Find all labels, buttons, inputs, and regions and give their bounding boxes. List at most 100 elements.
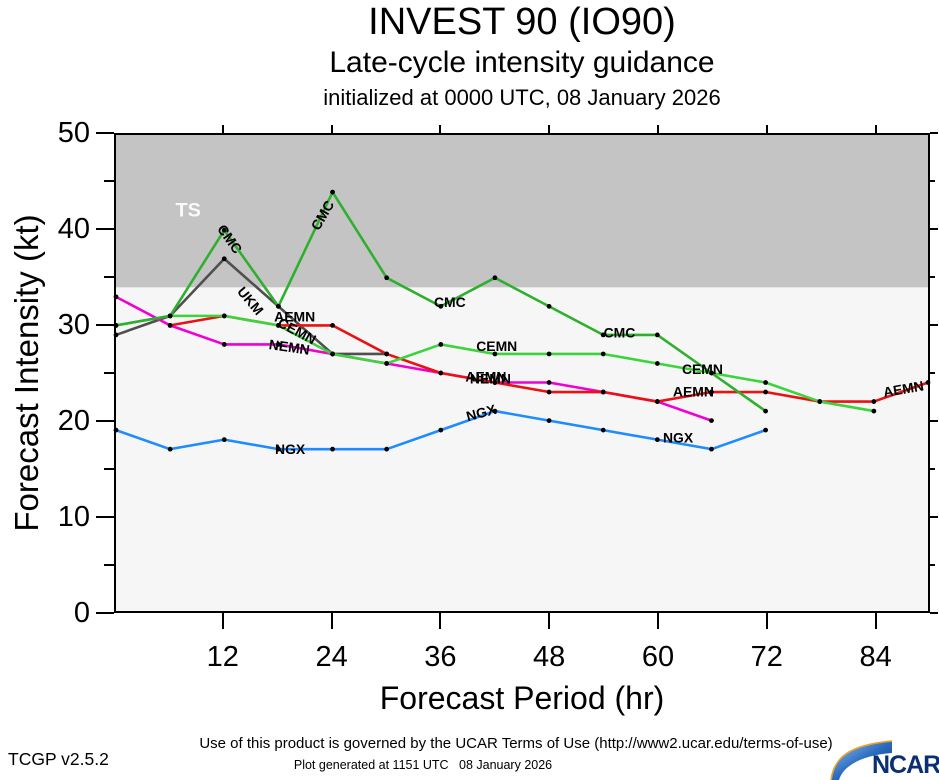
data-point-aemn <box>167 323 173 328</box>
line-label-cmc: CMC <box>604 325 636 341</box>
line-label-ngx: NGX <box>275 441 306 457</box>
data-point-aemn <box>871 399 877 404</box>
x-tick-label: 12 <box>206 641 239 673</box>
x-tick-top <box>439 125 442 133</box>
x-tick <box>221 613 224 629</box>
data-point-nemn <box>113 294 119 300</box>
data-point-cmc <box>167 313 173 319</box>
data-point-aemn <box>546 389 552 395</box>
chart-subtitle: Late-cycle intensity guidance <box>329 46 715 79</box>
y-minor-tick-right <box>930 468 935 470</box>
x-tick-label: 84 <box>859 641 892 673</box>
data-point-ukm <box>113 332 119 338</box>
chart-init-line: initialized at 0000 UTC, 08 January 2026 <box>323 85 721 110</box>
data-point-aemn <box>654 399 660 404</box>
data-point-cemn <box>654 361 660 366</box>
y-tick <box>96 132 114 134</box>
line-label-aemn: AEMN <box>274 308 315 324</box>
plot-area: TS CMC CMC CMC CMC UKM AEMN CEMN NEMN CEMN AEMN NEM… <box>113 133 931 613</box>
ts-zone-band <box>116 135 928 288</box>
x-tick-top <box>765 125 768 133</box>
data-point-cmc <box>384 275 390 281</box>
x-tick-label: 36 <box>424 641 457 673</box>
data-point-cmc <box>600 332 606 338</box>
data-point-cemn <box>871 408 877 414</box>
data-point-ngx <box>709 446 714 452</box>
y-tick-right <box>930 324 938 326</box>
x-tick-label: 60 <box>641 641 675 673</box>
data-point-aemn <box>709 389 714 395</box>
data-point-cemn <box>438 342 444 347</box>
y-minor-tick-right <box>930 564 935 566</box>
y-minor-tick-right <box>930 180 935 182</box>
x-tick <box>657 613 659 629</box>
data-point-cmc <box>113 323 119 328</box>
x-tick <box>330 613 333 629</box>
data-point-cemn <box>276 323 281 328</box>
y-tick-right <box>930 516 938 518</box>
x-tick-label: 72 <box>750 641 783 673</box>
ts-zone-label: TS <box>175 199 200 221</box>
y-tick <box>96 516 114 518</box>
line-label-cmc: CMC <box>434 294 466 310</box>
ncar-logo: NCAR <box>830 740 939 780</box>
y-tick <box>96 420 114 422</box>
data-point-nemn <box>221 342 227 347</box>
y-tick-right <box>930 420 938 422</box>
y-tick-right <box>930 612 938 614</box>
chart-title: INVEST 90 (IO90) <box>368 1 676 43</box>
line-label-nemn: NEMN <box>268 336 311 358</box>
data-point-nemn <box>709 418 714 423</box>
footer-terms: Use of this product is governed by the U… <box>199 735 833 752</box>
x-tick <box>765 613 768 629</box>
x-tick-top <box>548 125 551 133</box>
data-point-aemn <box>600 389 606 395</box>
data-point-aemn <box>925 380 931 385</box>
data-point-ngx <box>221 437 227 443</box>
data-point-ngx <box>546 418 552 423</box>
y-tick-right <box>930 132 938 134</box>
x-tick-label: 24 <box>315 641 348 673</box>
data-point-ngx <box>167 446 173 452</box>
x-tick <box>548 613 551 629</box>
x-tick-top <box>221 125 224 133</box>
data-point-cemn <box>492 351 498 357</box>
y-minor-tick <box>104 276 114 278</box>
x-axis-title: Forecast Period (hr) <box>379 680 665 716</box>
line-label-ukm: UKM <box>234 284 267 318</box>
data-point-aemn <box>763 389 768 395</box>
y-minor-tick-right <box>930 276 935 278</box>
series-line-ukm <box>114 257 388 356</box>
data-point-aemn <box>492 380 498 385</box>
data-point-cemn <box>817 399 823 404</box>
data-point-cmc <box>221 227 227 233</box>
data-point-ukm <box>221 256 227 262</box>
y-tick-right <box>930 228 938 230</box>
line-label-aemn: AEMN <box>673 384 714 400</box>
data-point-cmc <box>276 303 281 309</box>
line-label-ngx: NGX <box>464 401 498 424</box>
data-point-cmc <box>763 408 768 414</box>
data-point-cemn <box>763 380 768 385</box>
data-point-cemn <box>384 361 390 366</box>
data-point-ngx <box>600 427 606 433</box>
y-tick <box>96 228 114 230</box>
data-point-cmc <box>330 189 335 195</box>
y-minor-tick <box>104 564 114 566</box>
line-label-cemn: CEMN <box>682 361 723 377</box>
data-point-cmc <box>438 303 444 309</box>
y-minor-tick-right <box>930 372 935 374</box>
y-minor-tick <box>104 180 114 182</box>
x-tick-top <box>657 125 659 133</box>
footer-generated-line: Plot generated at 1151 UTC 08 January 20… <box>293 758 553 772</box>
data-point-ngx <box>492 408 498 414</box>
data-point-aemn <box>438 370 444 376</box>
y-minor-tick <box>104 468 114 470</box>
data-point-cemn <box>546 351 552 357</box>
data-point-aemn <box>330 323 335 328</box>
data-point-ngx <box>763 427 768 433</box>
x-tick-top <box>330 125 333 133</box>
y-axis-title: Forecast Intensity (kt) <box>8 214 45 532</box>
